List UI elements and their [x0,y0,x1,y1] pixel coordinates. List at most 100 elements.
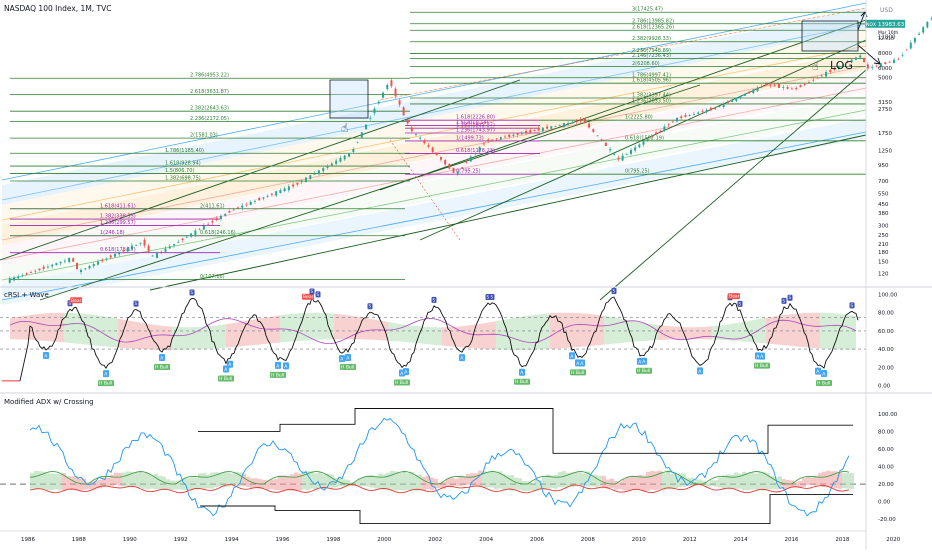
di-fill [86,482,90,490]
candle [829,69,832,73]
candle [871,66,874,68]
y-tick-label: 300 [878,223,889,229]
y-tick-label: 100.00 [878,412,898,418]
di-fill [210,472,214,489]
crsi-band [142,322,148,350]
di-fill [346,480,350,486]
di-fill [358,478,362,487]
candle [406,119,409,124]
crsi-band [514,316,520,350]
fib-label: 1.382(3397.44) [632,93,671,99]
crsi-band [646,323,652,341]
crsi-band [430,327,436,345]
candle [909,42,912,49]
candle [84,268,87,270]
x-tick-label: 1990 [123,537,137,543]
candle [262,197,265,199]
di-fill [206,474,210,489]
signal-a-bg [815,367,821,375]
crsi-band [286,313,292,342]
candle [799,85,802,88]
hbull-signal-bg [154,364,170,371]
x-tick-label: 2010 [632,537,646,543]
signal-a-label: A [276,363,280,369]
di-fill [378,473,382,490]
candle [474,153,477,155]
channel-line [1,65,867,241]
di-fill [286,475,290,491]
candle [402,107,405,116]
candle [558,125,561,126]
crsi-band [532,314,538,350]
candle [317,170,320,175]
hbull-signal-label: H Bull [817,381,830,387]
y-tick-label: 2750 [878,107,892,113]
candle [135,244,138,246]
fib-label: 1(246.18) [100,230,125,236]
candle [465,162,468,164]
crsi-band [802,312,808,348]
candle [705,109,708,113]
di-fill [174,480,178,490]
y-tick-label: 20.00 [878,365,894,371]
signal-a-label: A [822,372,826,378]
y-tick-label: 1250 [878,148,892,154]
crsi-band [436,327,442,346]
signal-a-bg [569,352,575,360]
signal-a-bg [283,362,289,370]
candle [731,99,734,102]
di-fill [618,481,622,490]
di-fill [454,478,458,486]
candle [820,75,823,77]
signal-s-label: S [433,297,436,302]
crsi-band [706,326,712,340]
di-fill [118,472,122,486]
di-fill [534,479,538,491]
di-fill [50,473,54,491]
candle [382,92,385,98]
di-fill [410,471,414,491]
crsi-band [592,314,598,346]
crsi-band [310,312,316,341]
candle [386,84,389,89]
crsi-band [586,313,592,347]
signal-a-label: A [580,361,584,367]
candle [888,61,891,63]
di-fill [658,470,662,490]
signal-a-bg [345,353,351,361]
fib-label: 1.618(2226.80) [456,115,495,121]
price-tag-symbol: NDX [866,22,876,28]
candle [537,127,540,131]
fib-label: 0.618(1178.23) [456,148,495,154]
di-fill [202,473,206,489]
hbull-signal-bg [570,369,586,376]
crsi-band [268,316,274,344]
x-tick-label: 1998 [326,537,340,543]
candle [232,209,235,211]
hbull-signal-bg [270,371,286,378]
y-tick-label: 11000 [878,34,896,40]
candle [642,141,645,145]
crsi-band [442,327,448,347]
di-fill [306,471,310,491]
di-fill [178,480,182,490]
upper-envelope [198,408,853,454]
signal-a-label: A [698,369,702,375]
di-fill [90,481,94,490]
candle [249,201,252,205]
crsi-band [190,327,196,350]
crsi-band [610,316,616,345]
di-fill [398,473,402,491]
fib-label: 2.146(7236.43) [632,53,671,59]
crsi-band [346,314,352,340]
x-tick-label: 1996 [276,537,290,543]
candle [525,131,528,134]
crsi-band [388,321,394,342]
y-tick-label: 3150 [878,100,892,106]
candle [439,156,442,160]
crsi-band [418,326,424,344]
x-tick-label: 2020 [886,537,900,543]
di-fill [54,473,58,490]
signal-a-label: A [570,354,574,360]
